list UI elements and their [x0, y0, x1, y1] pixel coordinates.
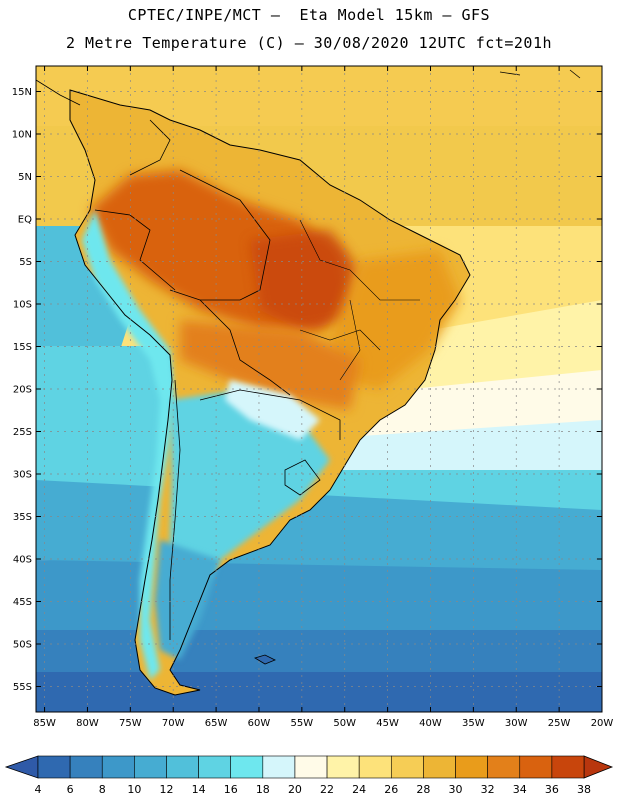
colorbar-label: 22 [320, 783, 334, 796]
colorbar-swatch [487, 755, 521, 779]
colorbar-low-arrow [4, 755, 39, 779]
lon-tick-label: 80W [76, 718, 99, 729]
colorbar-label: 6 [67, 783, 74, 796]
lon-tick-label: 55W [291, 718, 314, 729]
lat-tick-label: 50S [13, 640, 32, 651]
colorbar-swatch [519, 755, 553, 779]
border-chile [169, 379, 181, 640]
lon-tick-label: 45W [376, 718, 399, 729]
colorbar-high-arrow [583, 755, 614, 779]
colorbar-label: 10 [127, 783, 141, 796]
colorbar-swatch [101, 755, 135, 779]
colorbar-label: 20 [288, 783, 302, 796]
chart-title-line-2: 2 Metre Temperature (C) – 30/08/2020 12U… [65, 34, 553, 52]
field-andes-cool [82, 210, 175, 680]
lat-tick-label: 35S [13, 512, 32, 523]
lat-tick-label: 45S [13, 597, 32, 608]
lon-tick-label: 25W [548, 718, 571, 729]
lat-tick-label: 40S [13, 555, 32, 566]
lat-tick-label: EQ [18, 215, 32, 226]
field-warm-orange [180, 320, 360, 410]
lon-tick-label: 20W [591, 718, 614, 729]
lat-tick-label: 15S [13, 342, 32, 353]
colorbar-label: 32 [481, 783, 495, 796]
colorbar-swatch [326, 755, 360, 779]
colorbar-swatch [69, 755, 103, 779]
colorbar-label: 30 [449, 783, 463, 796]
caribbean-coast [36, 69, 581, 106]
field-warm-east [330, 250, 460, 390]
lat-tick-label: 10N [12, 130, 32, 141]
colorbar-swatch [230, 755, 264, 779]
colorbar-label: 28 [416, 783, 430, 796]
colorbar-swatch [134, 755, 167, 779]
colorbar-swatch [262, 755, 296, 779]
border-colombia [129, 119, 171, 176]
colorbar-label: 16 [224, 783, 238, 796]
lon-tick-label: 85W [33, 718, 56, 729]
colorbar-label: 8 [99, 783, 106, 796]
map-plot-area [36, 66, 602, 712]
field-mild-pampas [225, 380, 320, 440]
chart-title-line-1: CPTEC/INPE/MCT – Eta Model 15km – GFS [127, 6, 491, 24]
colorbar-swatch [294, 755, 328, 779]
colorbar-label: 14 [192, 783, 206, 796]
field-hot-brazil [250, 230, 360, 330]
lon-tick-label: 70W [162, 718, 185, 729]
field-patagonia [155, 540, 220, 660]
lon-tick-label: 75W [119, 718, 142, 729]
border-argentina [199, 389, 341, 440]
colorbar-swatch [358, 755, 392, 779]
colorbar-label: 12 [159, 783, 173, 796]
lat-tick-label: 25S [13, 427, 32, 438]
colorbar-label: 34 [513, 783, 527, 796]
coastline [69, 89, 471, 696]
lon-tick-label: 30W [505, 718, 528, 729]
lon-tick-label: 40W [419, 718, 442, 729]
colorbar-swatch [198, 755, 232, 779]
lat-tick-label: 10S [13, 300, 32, 311]
graticule [36, 66, 603, 712]
lat-tick-label: 55S [13, 682, 32, 693]
falklands [254, 654, 276, 665]
colorbar-swatch [455, 755, 488, 779]
lat-tick-label: 20S [13, 385, 32, 396]
lon-tick-label: 50W [333, 718, 356, 729]
lon-tick-label: 65W [205, 718, 228, 729]
border-bolivia [199, 299, 291, 396]
colorbar-swatch [423, 755, 456, 779]
colorbar-swatch [551, 755, 585, 779]
border-brazil-states [299, 219, 420, 381]
colorbar-label: 4 [35, 783, 42, 796]
lat-tick-label: 5N [18, 172, 32, 183]
colorbar-swatch [37, 755, 71, 779]
border-uruguay [284, 459, 321, 496]
lon-tick-label: 60W [248, 718, 271, 729]
colorbar-label: 36 [545, 783, 559, 796]
colorbar-label: 26 [384, 783, 398, 796]
colorbar: 4 6 8 10 12 14 16 18 20 22 24 26 28 30 32 34 36 38 [4, 755, 614, 796]
lat-tick-label: 30S [13, 470, 32, 481]
border-peru [94, 209, 176, 291]
field-band-deep-blue [36, 672, 602, 712]
field-band-blue [36, 560, 602, 640]
colorbar-label: 18 [256, 783, 270, 796]
lon-tick-label: 35W [462, 718, 485, 729]
lat-tick-label: 15N [12, 87, 32, 98]
colorbar-swatch [166, 755, 199, 779]
colorbar-swatch [390, 755, 424, 779]
colorbar-label: 38 [577, 783, 591, 796]
axis-ticks: 15N 10N 5N EQ 5S 10S 15S 20S 25S 30S 35S 40S 45S 50S 5… [12, 66, 614, 729]
colorbar-label: 24 [352, 783, 366, 796]
lat-tick-label: 5S [19, 257, 32, 268]
